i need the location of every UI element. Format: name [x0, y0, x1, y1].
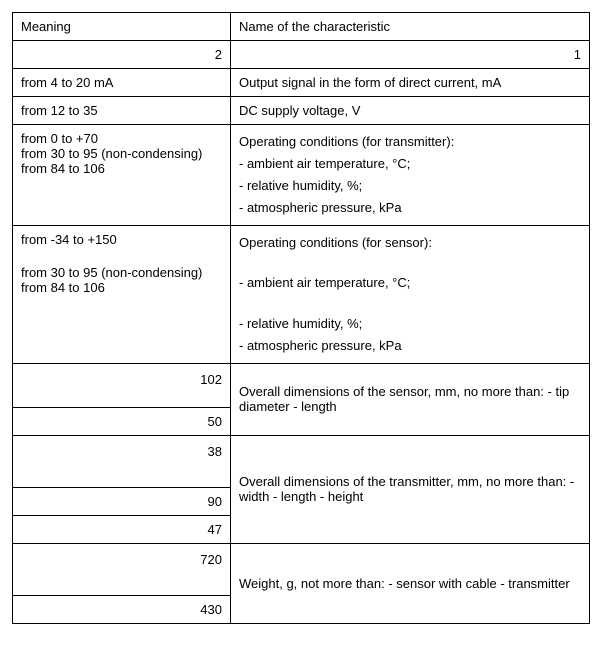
meaning-line: from 30 to 95 (non-condensing): [21, 146, 222, 161]
meaning-cell: 720 430: [13, 543, 231, 623]
name-cell: Operating conditions (for sensor): - amb…: [231, 226, 590, 363]
name-line: - atmospheric pressure, kPa: [239, 197, 581, 219]
name-line: - atmospheric pressure, kPa: [239, 335, 581, 357]
meaning-value: 47: [13, 515, 230, 543]
table-row: 102 50 Overall dimensions of the sensor,…: [13, 363, 590, 435]
header-meaning: Meaning: [13, 13, 231, 41]
name-cell: DC supply voltage, V: [231, 97, 590, 125]
meaning-value: 50: [13, 407, 230, 435]
name-cell: Operating conditions (for transmitter): …: [231, 125, 590, 226]
spec-table: Meaning Name of the characteristic 2 1 f…: [12, 12, 590, 624]
table-row: 720 430 Weight, g, not more than: - sens…: [13, 543, 590, 623]
meaning-cell: from 4 to 20 mA: [13, 69, 231, 97]
name-line: - relative humidity, %;: [239, 313, 581, 335]
name-line: Operating conditions (for sensor):: [239, 232, 581, 254]
name-line: - relative humidity, %;: [239, 175, 581, 197]
meaning-line: from 84 to 106: [21, 280, 222, 295]
name-cell: Overall dimensions of the sensor, mm, no…: [231, 363, 590, 435]
meaning-cell: 38 90 47: [13, 435, 231, 543]
colnum-right: 1: [231, 41, 590, 69]
meaning-value: 90: [13, 487, 230, 515]
meaning-cell: 102 50: [13, 363, 231, 435]
table-row: from 4 to 20 mA Output signal in the for…: [13, 69, 590, 97]
name-cell: Overall dimensions of the transmitter, m…: [231, 435, 590, 543]
name-line: Operating conditions (for transmitter):: [239, 131, 581, 153]
meaning-value: 38: [13, 436, 230, 487]
meaning-cell: from 0 to +70 from 30 to 95 (non-condens…: [13, 125, 231, 226]
table-row: from 12 to 35 DC supply voltage, V: [13, 97, 590, 125]
colnum-left: 2: [13, 41, 231, 69]
meaning-line: from 84 to 106: [21, 161, 222, 176]
name-cell: Output signal in the form of direct curr…: [231, 69, 590, 97]
meaning-line: from 0 to +70: [21, 131, 222, 146]
meaning-value: 720: [13, 544, 230, 595]
table-header-row: Meaning Name of the characteristic: [13, 13, 590, 41]
name-line: - ambient air temperature, °C;: [239, 153, 581, 175]
meaning-value: 430: [13, 595, 230, 623]
meaning-line: from 30 to 95 (non-condensing): [21, 265, 222, 280]
table-row: from -34 to +150 from 30 to 95 (non-cond…: [13, 226, 590, 363]
meaning-cell: from 12 to 35: [13, 97, 231, 125]
name-line: - ambient air temperature, °C;: [239, 272, 581, 294]
table-row: 38 90 47 Overall dimensions of the trans…: [13, 435, 590, 543]
meaning-line: from -34 to +150: [21, 232, 222, 247]
meaning-value: 102: [13, 364, 230, 407]
name-cell: Weight, g, not more than: - sensor with …: [231, 543, 590, 623]
table-row: from 0 to +70 from 30 to 95 (non-condens…: [13, 125, 590, 226]
column-number-row: 2 1: [13, 41, 590, 69]
meaning-cell: from -34 to +150 from 30 to 95 (non-cond…: [13, 226, 231, 363]
header-name: Name of the characteristic: [231, 13, 590, 41]
